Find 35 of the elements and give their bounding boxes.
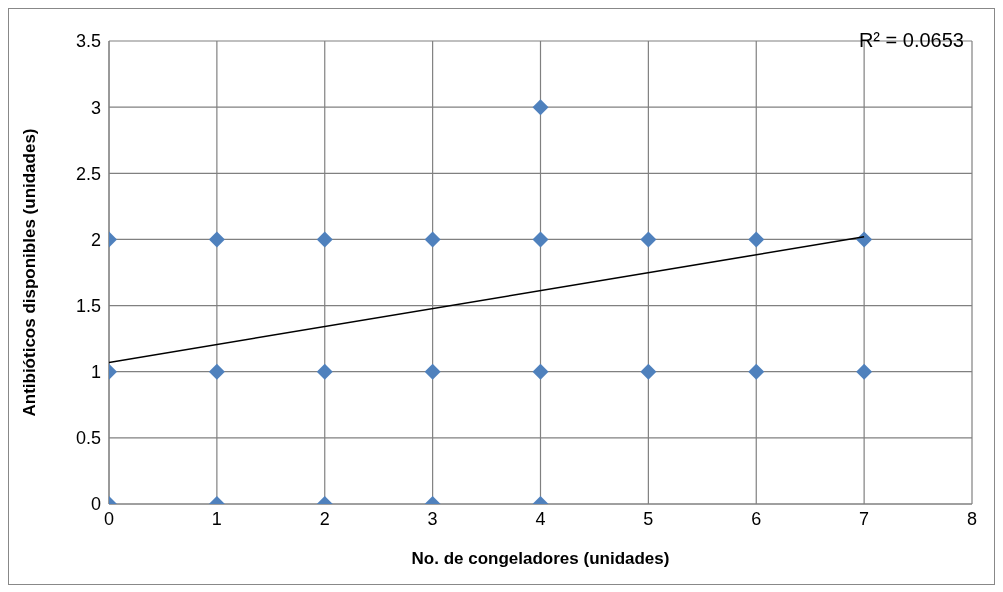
point bbox=[316, 363, 333, 380]
annotation: R² = 0.0653 bbox=[858, 29, 964, 52]
x-tick-label: 6 bbox=[751, 508, 762, 529]
point bbox=[856, 363, 873, 380]
point bbox=[424, 363, 441, 380]
point bbox=[532, 99, 549, 116]
point bbox=[208, 231, 225, 248]
x-tick-label: 2 bbox=[319, 508, 330, 529]
y-tick-label: 1 bbox=[90, 362, 101, 383]
x-tick-label: 4 bbox=[535, 508, 546, 529]
point bbox=[208, 363, 225, 380]
x-tick-label: 1 bbox=[211, 508, 222, 529]
y-tick-label: 1.5 bbox=[75, 295, 101, 316]
y-axis-title: Antibióticos disponibles (unidades) bbox=[20, 128, 40, 417]
y-tick-label: 0 bbox=[90, 494, 101, 515]
point bbox=[748, 231, 765, 248]
x-tick-label: 0 bbox=[103, 508, 115, 529]
x-axis-title: No. de congeladores (unidades) bbox=[411, 549, 670, 568]
point bbox=[424, 231, 441, 248]
point bbox=[856, 231, 873, 248]
point bbox=[532, 231, 549, 248]
x-tick-label: 3 bbox=[427, 508, 438, 529]
point bbox=[748, 363, 765, 380]
y-tick-label: 2 bbox=[90, 229, 101, 250]
point bbox=[640, 231, 657, 248]
x-tick-label: 7 bbox=[859, 508, 870, 529]
y-tick-label: 3.5 bbox=[75, 31, 101, 52]
point bbox=[640, 363, 657, 380]
x-tick-label: 5 bbox=[643, 508, 654, 529]
y-tick-label: 3 bbox=[90, 97, 101, 118]
point bbox=[316, 231, 333, 248]
x-tick-label: 8 bbox=[966, 508, 978, 529]
y-tick-label: 2.5 bbox=[75, 163, 101, 184]
y-tick-label: 0.5 bbox=[75, 428, 101, 449]
point bbox=[532, 363, 549, 380]
